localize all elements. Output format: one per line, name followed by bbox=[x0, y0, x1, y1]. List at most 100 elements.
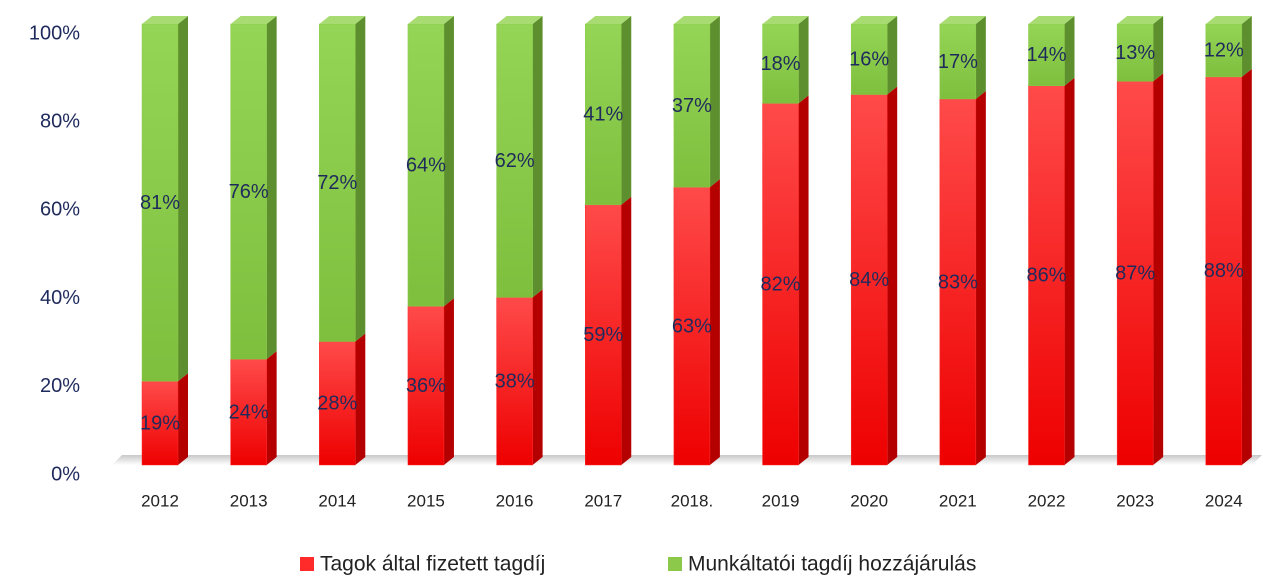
bar bbox=[407, 23, 445, 307]
legend-swatch bbox=[300, 557, 314, 571]
bar-top bbox=[762, 16, 809, 24]
value-label: 88% bbox=[1204, 260, 1244, 282]
bar-side bbox=[266, 351, 277, 465]
bar-top bbox=[1028, 16, 1075, 24]
bar-top bbox=[496, 16, 543, 24]
bar-top bbox=[585, 16, 632, 24]
value-label: 12% bbox=[1204, 40, 1244, 62]
x-tick-label: 2018. bbox=[671, 491, 714, 510]
bar bbox=[496, 23, 533, 298]
bar bbox=[496, 297, 533, 466]
value-label: 82% bbox=[761, 273, 801, 295]
bar-side bbox=[621, 196, 632, 465]
y-tick-label: 100% bbox=[29, 22, 80, 44]
x-tick-label: 2012 bbox=[141, 491, 179, 510]
bar-side bbox=[887, 16, 898, 95]
x-tick-label: 2016 bbox=[496, 491, 534, 510]
x-tick-label: 2021 bbox=[939, 491, 977, 510]
bar-side bbox=[1241, 68, 1252, 466]
value-label: 13% bbox=[1115, 42, 1155, 64]
bar bbox=[141, 380, 179, 466]
bar-side bbox=[798, 16, 809, 104]
bar-side bbox=[1064, 16, 1075, 86]
bar-side bbox=[266, 16, 277, 360]
x-tick-label: 2013 bbox=[230, 491, 268, 510]
bar-side bbox=[709, 179, 720, 466]
bar bbox=[230, 358, 267, 466]
value-label: 81% bbox=[140, 192, 180, 214]
value-label: 38% bbox=[495, 370, 535, 392]
bar bbox=[585, 23, 622, 206]
bar-top bbox=[319, 16, 366, 24]
bar bbox=[585, 204, 622, 466]
bar bbox=[762, 23, 799, 104]
x-tick-label: 2024 bbox=[1205, 491, 1243, 510]
value-label: 18% bbox=[761, 53, 801, 75]
bar-side bbox=[621, 16, 632, 205]
bar-side bbox=[1241, 16, 1252, 77]
bar-side bbox=[709, 16, 720, 188]
value-label: 76% bbox=[229, 181, 269, 203]
bar-top bbox=[939, 16, 986, 24]
y-tick-label: 0% bbox=[51, 463, 80, 485]
bar-side bbox=[887, 86, 898, 465]
bar bbox=[1205, 23, 1243, 78]
value-label: 37% bbox=[672, 95, 712, 117]
value-label: 64% bbox=[406, 154, 446, 176]
bar-side bbox=[1064, 77, 1075, 466]
bar bbox=[230, 23, 267, 360]
bar bbox=[1116, 81, 1154, 466]
bar bbox=[850, 94, 888, 466]
bar-side bbox=[975, 16, 986, 99]
bar-side bbox=[355, 16, 366, 342]
bar bbox=[1028, 23, 1065, 86]
x-tick-label: 2023 bbox=[1116, 491, 1154, 510]
bar bbox=[673, 23, 711, 188]
x-tick-label: 2017 bbox=[584, 491, 622, 510]
x-tick-label: 2019 bbox=[762, 491, 800, 510]
x-tick-label: 2014 bbox=[318, 491, 356, 510]
value-label: 86% bbox=[1026, 265, 1066, 287]
bar bbox=[1116, 23, 1154, 82]
bar-top bbox=[1117, 16, 1164, 24]
bar-side bbox=[532, 289, 543, 465]
bar-side bbox=[178, 16, 188, 382]
value-label: 16% bbox=[849, 49, 889, 71]
bar bbox=[141, 23, 179, 382]
legend-label: Munkáltatói tagdíj hozzájárulás bbox=[688, 553, 976, 576]
value-label: 36% bbox=[406, 375, 446, 397]
value-label: 14% bbox=[1026, 44, 1066, 66]
bar-top bbox=[1205, 16, 1252, 24]
value-label: 62% bbox=[495, 150, 535, 172]
bar-side bbox=[798, 95, 809, 465]
bar bbox=[1028, 85, 1065, 466]
value-label: 24% bbox=[229, 401, 269, 423]
bar bbox=[407, 305, 445, 466]
bar bbox=[1205, 76, 1243, 466]
y-tick-label: 80% bbox=[40, 110, 80, 132]
value-label: 59% bbox=[583, 324, 623, 346]
value-label: 83% bbox=[938, 271, 978, 293]
bar bbox=[319, 23, 356, 342]
x-tick-label: 2020 bbox=[850, 491, 888, 510]
bar-side bbox=[975, 90, 986, 465]
value-label: 63% bbox=[672, 315, 712, 337]
bar-side bbox=[178, 373, 188, 465]
bar-top bbox=[142, 16, 188, 24]
legend-label: Tagok által fizetett tagdíj bbox=[320, 553, 545, 576]
x-tick-label: 2015 bbox=[407, 491, 445, 510]
bar-side bbox=[1153, 16, 1164, 82]
x-tick-label: 2022 bbox=[1028, 491, 1066, 510]
value-label: 84% bbox=[849, 269, 889, 291]
bar-side bbox=[532, 16, 543, 298]
value-label: 41% bbox=[583, 104, 623, 126]
value-label: 28% bbox=[317, 393, 357, 415]
bar-top bbox=[673, 16, 720, 24]
bar-side bbox=[355, 333, 366, 465]
y-tick-label: 60% bbox=[40, 199, 80, 221]
y-tick-label: 40% bbox=[40, 287, 80, 309]
value-label: 72% bbox=[317, 172, 357, 194]
bar bbox=[939, 98, 977, 466]
legend-swatch bbox=[668, 557, 682, 571]
